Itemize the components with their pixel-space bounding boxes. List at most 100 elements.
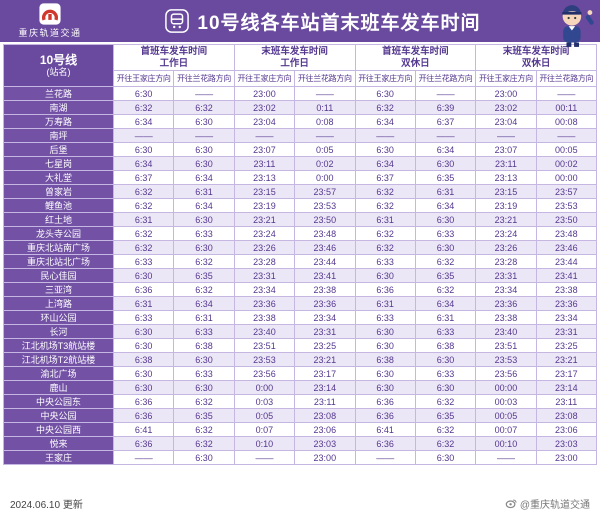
time-cell: 23:08 xyxy=(294,408,356,423)
time-cell: 6:30 xyxy=(354,142,416,157)
station-cell: 重庆北站南广场 xyxy=(3,240,114,255)
table-row: 曾家岩 6:32 6:31 23:15 23:57 6:32 6:31 23:15 23:57 xyxy=(3,184,598,199)
time-cell: 23:13 xyxy=(475,170,537,185)
time-cell: 6:34 xyxy=(173,296,235,311)
time-cell: 6:32 xyxy=(112,240,175,255)
time-cell: 6:33 xyxy=(414,226,477,241)
direction-header-cell: 开往兰花路方向 xyxy=(294,70,356,87)
time-cell: 6:32 xyxy=(173,100,235,115)
time-cell: 6:30 xyxy=(112,142,175,157)
crt-logo-icon xyxy=(39,3,61,25)
direction-header-cell: 开往兰花路方向 xyxy=(535,70,598,87)
time-cell: 6:30 xyxy=(354,380,416,395)
time-cell: 6:32 xyxy=(414,436,477,451)
direction-header-cell: 开往王家庄方向 xyxy=(112,70,175,87)
time-cell: 6:30 xyxy=(173,212,235,227)
time-cell: 6:34 xyxy=(173,170,235,185)
table-row: 重庆北站南广场 6:32 6:30 23:26 23:46 6:32 6:30 23:26 23… xyxy=(3,240,598,255)
time-cell: 6:38 xyxy=(173,338,235,353)
time-cell: 6:30 xyxy=(112,324,175,339)
time-cell: 6:34 xyxy=(112,156,175,171)
time-cell: 23:44 xyxy=(294,254,356,269)
time-cell: —— xyxy=(414,128,477,143)
time-cell: 6:37 xyxy=(112,170,175,185)
time-cell: 23:48 xyxy=(294,226,356,241)
time-cell: 23:53 xyxy=(535,198,598,213)
time-cell: 6:33 xyxy=(414,324,477,339)
time-cell: 0:07 xyxy=(233,422,296,437)
time-cell: 6:31 xyxy=(414,184,477,199)
station-cell: 三亚湾 xyxy=(3,282,114,297)
time-cell: —— xyxy=(414,86,477,101)
station-cell: 曾家岩 xyxy=(3,184,114,199)
time-cell: 6:41 xyxy=(354,422,416,437)
time-cell: 6:30 xyxy=(112,86,175,101)
time-cell: 6:30 xyxy=(173,142,235,157)
direction-header-cell: 开往王家庄方向 xyxy=(354,70,416,87)
station-cell: 鲤鱼池 xyxy=(3,198,114,213)
table-row: 万寿路 6:34 6:30 23:04 0:08 6:34 6:37 23:04 00:08 xyxy=(3,114,598,129)
time-cell: 23:25 xyxy=(294,338,356,353)
time-cell: 6:31 xyxy=(354,212,416,227)
direction-header-cell: 开往王家庄方向 xyxy=(233,70,296,87)
time-cell: 6:36 xyxy=(354,394,416,409)
time-cell: 23:08 xyxy=(535,408,598,423)
station-cell: 江北机场T2航站楼 xyxy=(3,352,114,367)
time-cell: 6:35 xyxy=(414,170,477,185)
time-cell: 00:05 xyxy=(475,408,537,423)
time-cell: 0:05 xyxy=(294,142,356,157)
time-cell: 6:34 xyxy=(414,142,477,157)
time-cell: 6:30 xyxy=(414,156,477,171)
table-row: 南坪 —— —— —— —— —— —— —— —— xyxy=(3,128,598,143)
time-cell: —— xyxy=(112,450,175,465)
time-cell: 6:30 xyxy=(414,240,477,255)
time-cell: 6:35 xyxy=(414,408,477,423)
brand-text: 重庆轨道交通 xyxy=(18,28,82,38)
time-cell: 6:41 xyxy=(112,422,175,437)
time-cell: 23:17 xyxy=(535,366,598,381)
station-cell: 南湖 xyxy=(3,100,114,115)
time-cell: 6:38 xyxy=(112,352,175,367)
table-row: 王家庄 —— 6:30 —— 23:00 —— 6:30 —— 23:00 xyxy=(3,450,598,465)
time-cell: 6:32 xyxy=(173,394,235,409)
time-cell: 6:32 xyxy=(414,394,477,409)
time-cell: 23:11 xyxy=(475,156,537,171)
time-cell: 23:26 xyxy=(233,240,296,255)
time-cell: 23:00 xyxy=(294,450,356,465)
time-cell: —— xyxy=(294,86,356,101)
time-cell: 6:34 xyxy=(414,296,477,311)
time-cell: 0:05 xyxy=(233,408,296,423)
time-cell: 6:32 xyxy=(414,422,477,437)
time-cell: 6:30 xyxy=(112,366,175,381)
time-cell: 6:36 xyxy=(354,282,416,297)
time-cell: 00:02 xyxy=(535,156,598,171)
time-cell: 23:14 xyxy=(294,380,356,395)
station-cell: 红土地 xyxy=(3,212,114,227)
station-cell: 重庆北站北广场 xyxy=(3,254,114,269)
station-cell: 环山公园 xyxy=(3,310,114,325)
table-row: 重庆北站北广场 6:33 6:32 23:28 23:44 6:33 6:32 23:28 23… xyxy=(3,254,598,269)
time-cell: 23:57 xyxy=(294,184,356,199)
time-cell: 6:38 xyxy=(414,338,477,353)
timetable: 10号线 (站名) 首班车发车时间 工作日 末班车发车时间 工作日 首班车发车时间 双休日 末班… xyxy=(3,44,598,465)
time-cell: 6:35 xyxy=(414,268,477,283)
time-cell: 00:00 xyxy=(475,380,537,395)
direction-header-cell: 开往王家庄方向 xyxy=(475,70,537,87)
time-cell: 6:32 xyxy=(414,254,477,269)
time-cell: 6:30 xyxy=(112,268,175,283)
time-cell: 23:28 xyxy=(475,254,537,269)
time-cell: 0:02 xyxy=(294,156,356,171)
time-cell: 23:21 xyxy=(475,212,537,227)
station-cell: 鹿山 xyxy=(3,380,114,395)
time-cell: 6:32 xyxy=(173,254,235,269)
time-cell: 6:30 xyxy=(173,240,235,255)
timetable-container: 10号线 (站名) 首班车发车时间 工作日 末班车发车时间 工作日 首班车发车时间 双休日 末班… xyxy=(0,42,600,492)
update-date: 2024.06.10 更新 xyxy=(10,499,83,511)
time-cell: 23:28 xyxy=(233,254,296,269)
time-cell: 23:36 xyxy=(535,296,598,311)
time-cell: 23:46 xyxy=(535,240,598,255)
credit-text: @重庆轨道交通 xyxy=(519,499,590,511)
time-cell: 6:30 xyxy=(173,114,235,129)
station-cell: 上湾路 xyxy=(3,296,114,311)
train-front-icon xyxy=(165,9,190,33)
